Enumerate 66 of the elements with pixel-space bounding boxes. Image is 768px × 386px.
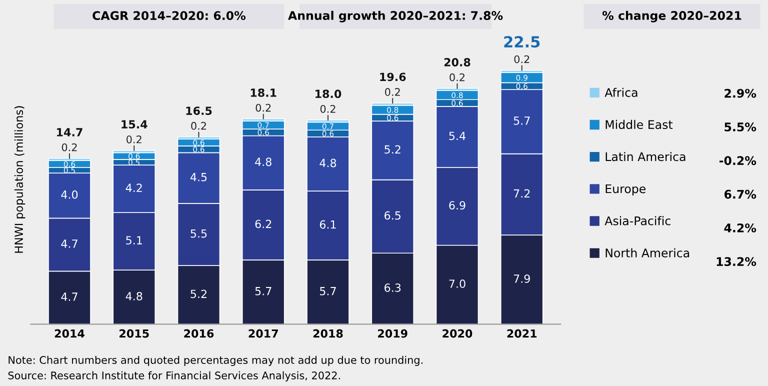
- data-label: 4.8: [320, 158, 336, 168]
- data-label: 5.7: [320, 287, 336, 296]
- total-label: 22.5: [504, 36, 540, 48]
- text: 5.5%: [724, 122, 756, 132]
- text: CAGR 2014–2020: 6.0%: [92, 11, 246, 20]
- data-label: 4.2: [126, 184, 142, 192]
- data-label: 0.2: [256, 104, 271, 112]
- data-label: 0.2: [514, 55, 530, 64]
- text: 4.2%: [724, 223, 756, 232]
- legend-label: Europe: [606, 184, 646, 196]
- x-tick-label: 2016: [184, 329, 214, 338]
- total-label: 14.7: [57, 128, 82, 136]
- data-label: 7.9: [514, 274, 530, 283]
- total-label: 19.6: [380, 72, 406, 82]
- data-label: 5.4: [449, 132, 466, 140]
- x-tick-label: 2017: [248, 329, 278, 338]
- total-label: 18.0: [316, 90, 342, 98]
- total-label: 18.1: [250, 88, 276, 97]
- data-label: 4.5: [190, 173, 207, 182]
- text: % change 2020–2021: [602, 10, 742, 22]
- data-label: 5.7: [514, 116, 530, 125]
- data-label: 0.2: [126, 135, 142, 144]
- legend-label: Latin America: [606, 152, 686, 162]
- legend-label: Africa: [604, 88, 638, 97]
- text: Note: Chart numbers and quoted percentages may not add up due to rounding.: [8, 356, 422, 366]
- data-label: 0.2: [62, 143, 77, 152]
- data-label: 6.1: [320, 220, 336, 229]
- text: 2.9%: [724, 88, 756, 98]
- text: 6.7%: [724, 190, 756, 199]
- total-label: 16.5: [186, 106, 212, 115]
- data-label: 5.1: [126, 236, 142, 245]
- data-label: 5.7: [255, 287, 272, 296]
- data-label: 6.5: [384, 211, 400, 220]
- x-tick-label: 2019: [378, 329, 408, 338]
- data-label: 6.2: [255, 220, 272, 228]
- x-tick-label: 2021: [507, 329, 537, 338]
- data-label: 4.7: [61, 240, 78, 248]
- data-label: 0.2: [385, 88, 400, 96]
- data-label: 7.2: [514, 189, 530, 198]
- x-tick-label: 2018: [313, 329, 343, 338]
- data-label: 0.2: [191, 122, 206, 130]
- data-label: 6.9: [449, 201, 466, 210]
- data-label: 0.2: [320, 104, 336, 113]
- text: Annual growth 2020–2021: 7.8%: [288, 10, 503, 22]
- x-tick-label: 2014: [54, 329, 84, 338]
- data-label: 5.2: [190, 290, 206, 298]
- legend-label: North America: [606, 248, 690, 258]
- data-label: 4.8: [255, 158, 272, 166]
- data-label: 4.0: [61, 190, 78, 199]
- data-label: 0.2: [450, 73, 464, 82]
- data-label: 5.5: [190, 229, 207, 238]
- data-label: 4.7: [61, 292, 78, 301]
- data-label: 7.0: [449, 280, 466, 288]
- data-label: 6.3: [384, 284, 401, 292]
- y-axis-title: HNWI population (millions): [14, 106, 26, 253]
- x-tick-label: 2020: [442, 329, 472, 338]
- total-label: 20.8: [444, 58, 470, 66]
- legend-label: Middle East: [606, 120, 673, 130]
- text: 13.2%: [716, 257, 756, 266]
- x-tick-label: 2015: [120, 329, 149, 338]
- data-label: 4.8: [126, 292, 142, 300]
- legend-label: Asia-Pacific: [604, 216, 670, 226]
- total-label: 15.4: [122, 120, 148, 129]
- text: -0.2%: [719, 156, 756, 166]
- data-label: 5.2: [384, 145, 400, 154]
- source-note: Source: Research Institute for Financial Services Analysis, 2022.: [8, 371, 340, 382]
